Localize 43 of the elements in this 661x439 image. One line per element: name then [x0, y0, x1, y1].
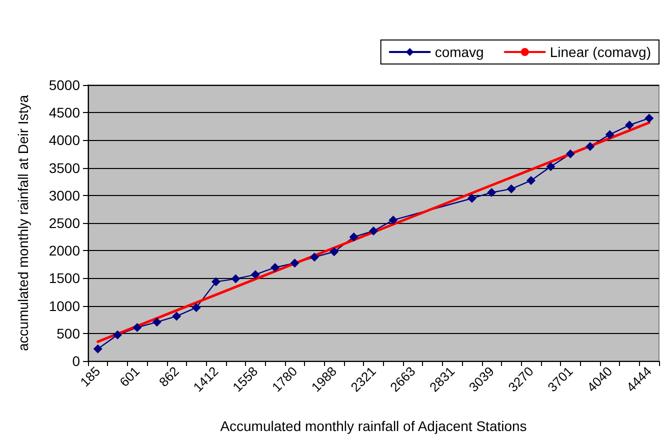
point: [290, 258, 300, 268]
y-axis-title: accumulated monthly rainfall at Deir Istya: [15, 94, 31, 351]
y-tick-label: 2500: [48, 215, 80, 231]
point: [330, 247, 339, 256]
y-tick-label: 5000: [48, 77, 80, 93]
y-tick-label: 1500: [48, 270, 80, 286]
point: [467, 194, 476, 203]
point: [349, 232, 358, 242]
point: [644, 114, 654, 123]
point: [250, 270, 260, 280]
y-tick-label: 500: [56, 325, 80, 342]
y-tick-label: 0: [72, 353, 80, 369]
y-tick-label: 2000: [48, 242, 80, 259]
x-axis-title: Accumulated monthly rainfall of Adjacent Stations: [220, 418, 527, 434]
legend-label: Linear (comavg): [550, 44, 652, 60]
y-tick-label: 3500: [48, 160, 80, 176]
x-tick-label: 601: [116, 364, 143, 390]
point: [93, 344, 102, 354]
y-tick-label: 4000: [48, 132, 80, 148]
point: [270, 262, 280, 272]
point: [388, 216, 398, 225]
point: [231, 274, 240, 284]
point: [526, 176, 536, 186]
point: [211, 277, 220, 286]
point: [586, 142, 595, 151]
point: [369, 226, 378, 236]
point: [624, 120, 634, 130]
point: [192, 303, 201, 312]
point: [487, 188, 496, 197]
point: [605, 130, 614, 140]
point: [113, 330, 122, 340]
point: [506, 184, 516, 194]
x-tick-label: 862: [156, 364, 182, 390]
point: [132, 322, 142, 332]
point: [546, 162, 556, 172]
y-tick-label: 3000: [48, 187, 80, 204]
legend-label: comavg: [434, 44, 484, 60]
point: [566, 149, 575, 158]
y-tick-label: 1000: [48, 298, 80, 314]
point: [310, 252, 319, 262]
point: [152, 318, 162, 327]
y-tick-label: 4500: [48, 104, 80, 121]
point: [172, 312, 182, 321]
